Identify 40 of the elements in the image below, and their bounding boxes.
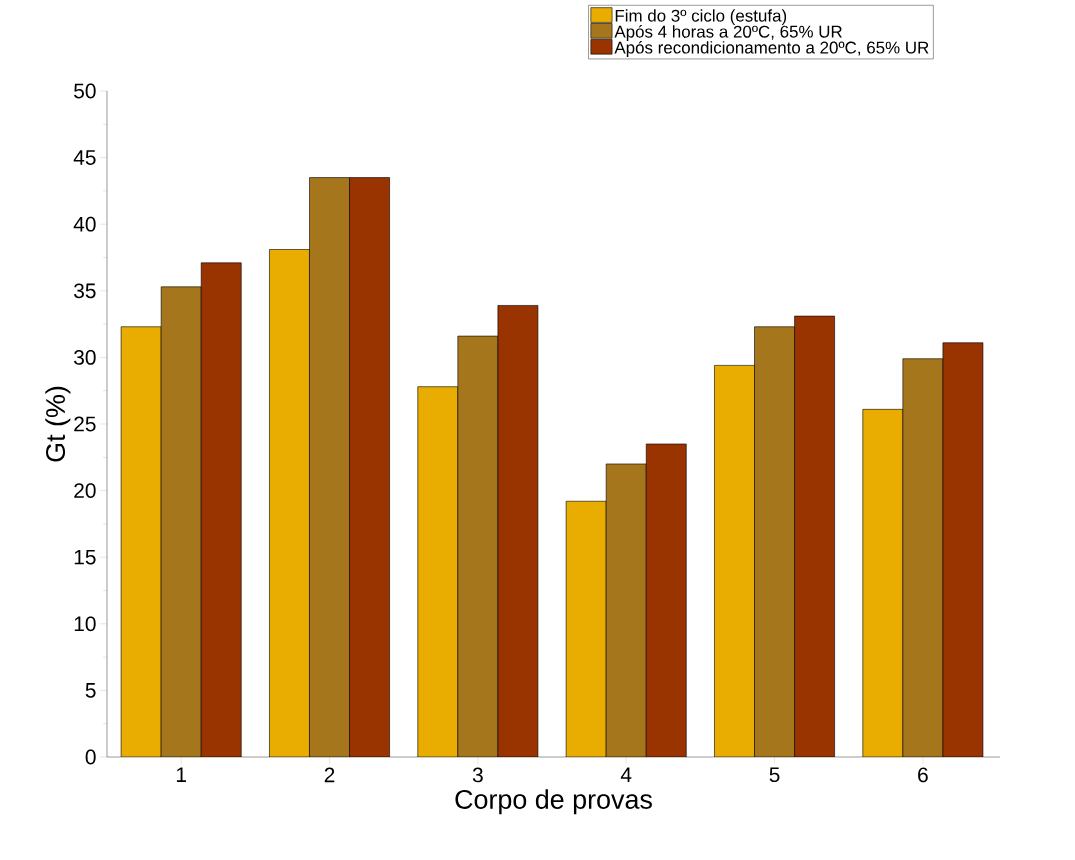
bar — [309, 177, 350, 757]
x-tick-label: 4 — [620, 767, 632, 782]
x-tick-label: 2 — [324, 767, 335, 783]
bar — [902, 358, 944, 757]
x-tick-label: 6 — [918, 767, 928, 783]
bar — [121, 326, 162, 757]
bar — [646, 443, 687, 757]
bar — [161, 286, 202, 757]
y-tick-label: 0 — [85, 749, 96, 765]
bar — [349, 177, 390, 757]
bar — [606, 463, 647, 757]
y-tick-label: 40 — [73, 216, 96, 232]
y-tick-label: 30 — [74, 349, 96, 365]
bar — [754, 326, 795, 757]
y-tick-label: 50 — [74, 83, 96, 99]
bar — [794, 316, 835, 757]
y-tick-label: 45 — [73, 150, 96, 165]
bar — [417, 386, 458, 757]
bar — [714, 365, 755, 757]
y-tick-label: 10 — [74, 616, 96, 632]
bar — [942, 342, 984, 757]
y-tick-label: 25 — [74, 416, 96, 432]
bar — [497, 305, 538, 757]
y-axis-title: Gt (%) — [45, 386, 71, 462]
x-tick-label: 5 — [769, 767, 780, 783]
bar — [862, 409, 904, 757]
legend-label: Fim do 3º ciclo (estufa) — [615, 9, 787, 26]
bar — [457, 336, 498, 757]
legend-label: Após 4 horas a 20ºC, 65% UR — [614, 25, 842, 42]
x-tick-label: 1 — [176, 767, 186, 782]
bar — [201, 262, 242, 757]
bar — [566, 501, 607, 757]
bar — [269, 249, 310, 757]
x-tick-label: 3 — [472, 767, 483, 783]
y-tick-label: 35 — [74, 283, 96, 299]
y-tick-label: 15 — [74, 549, 96, 565]
x-axis-title: Corpo de provas — [455, 789, 652, 815]
y-tick-label: 5 — [85, 683, 96, 698]
legend-label: Após recondicionamento a 20ºC, 65% UR — [614, 40, 929, 57]
y-tick-label: 20 — [74, 483, 96, 498]
